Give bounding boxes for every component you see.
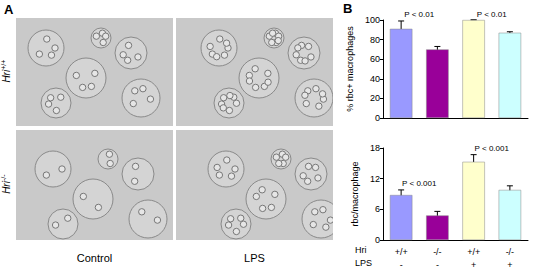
svg-text:-: - xyxy=(400,260,403,270)
html-text:A: A xyxy=(4,2,14,17)
svg-text:12: 12 xyxy=(370,174,380,184)
svg-text:40: 40 xyxy=(370,74,380,84)
svg-text:P < 0.01: P < 0.01 xyxy=(404,10,434,19)
html-text:Control: Control xyxy=(76,252,113,264)
svg-text:+/+: +/+ xyxy=(395,247,408,257)
svg-text:P < 0.01: P < 0.01 xyxy=(477,10,507,19)
svg-text:+: + xyxy=(471,260,476,270)
svg-text:-/-: -/- xyxy=(506,247,515,257)
svg-text:100: 100 xyxy=(365,15,380,25)
svg-text:LPS: LPS xyxy=(355,258,372,268)
svg-text:% rbc+ macrophages: % rbc+ macrophages xyxy=(345,26,355,112)
svg-text:+: + xyxy=(507,260,512,270)
svg-text:6: 6 xyxy=(375,204,380,214)
html-text:LPS: LPS xyxy=(244,252,265,264)
svg-text:80: 80 xyxy=(370,35,380,45)
svg-text:Hri: Hri xyxy=(355,245,367,255)
html-text:Hri: Hri xyxy=(1,69,13,83)
svg-text:60: 60 xyxy=(370,54,380,64)
svg-text:20: 20 xyxy=(370,93,380,103)
svg-text:-: - xyxy=(436,260,439,270)
svg-text:rbc/macrophage: rbc/macrophage xyxy=(350,161,360,226)
svg-text:0: 0 xyxy=(375,235,380,245)
svg-text:B: B xyxy=(343,1,352,16)
svg-text:P < 0.001: P < 0.001 xyxy=(475,144,510,153)
html-text:Hri: Hri xyxy=(1,181,13,194)
svg-text:0: 0 xyxy=(375,113,380,123)
svg-text:-/-: -/- xyxy=(433,247,442,257)
svg-text:P < 0.001: P < 0.001 xyxy=(402,179,437,188)
svg-text:+/+: +/+ xyxy=(467,247,480,257)
svg-text:18: 18 xyxy=(370,143,380,153)
